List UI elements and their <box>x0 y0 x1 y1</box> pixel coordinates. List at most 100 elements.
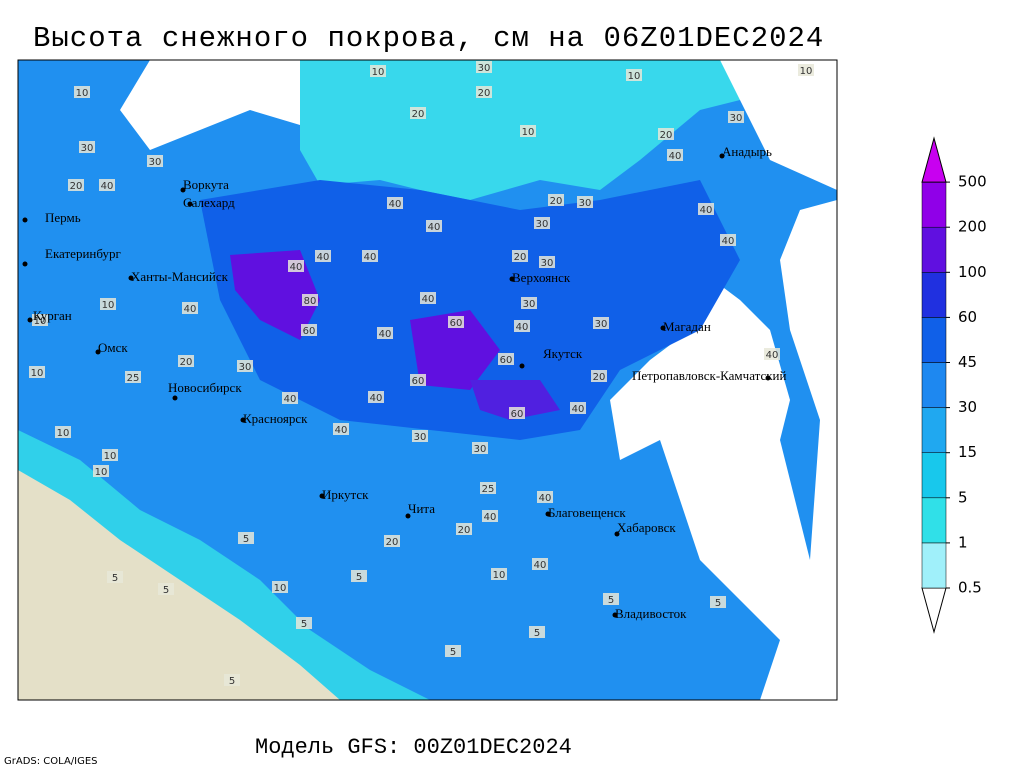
colorbar-label: 100 <box>958 263 987 281</box>
contour-label-box <box>282 392 298 404</box>
city-dot <box>519 363 525 369</box>
contour-label-box <box>529 626 545 638</box>
city-label: Красноярск <box>243 411 308 426</box>
city-dot <box>614 531 620 537</box>
contour-label-box <box>158 583 174 595</box>
contour-label-box <box>100 298 116 310</box>
city-label: Воркута <box>183 177 229 192</box>
contour-label: 30 <box>414 432 427 443</box>
contour-label-box <box>480 482 496 494</box>
contour-label-box <box>548 194 564 206</box>
contour-label-box <box>68 179 84 191</box>
contour-label-box <box>521 297 537 309</box>
colorbar-low <box>921 587 947 634</box>
contour-label: 25 <box>127 373 140 384</box>
contour-label: 5 <box>229 676 235 687</box>
city-label: Пермь <box>45 210 81 225</box>
contour-label: 30 <box>579 198 592 209</box>
colorbar-band <box>921 181 947 228</box>
contour-label: 5 <box>356 572 362 583</box>
colorbar-label: 200 <box>958 218 987 236</box>
colorbar-label: 1 <box>958 533 968 551</box>
contour-label: 20 <box>412 109 425 120</box>
contour-label: 5 <box>534 628 540 639</box>
ocean <box>610 200 837 700</box>
contour-label-box <box>55 426 71 438</box>
contour-label: 60 <box>450 318 463 329</box>
contour-label: 40 <box>534 560 547 571</box>
title: Высота снежного покрова, см на 06Z01DEC2… <box>33 22 824 55</box>
contour-label-box <box>570 402 586 414</box>
colorbar-label: 0.5 <box>958 579 982 597</box>
contour-label-box <box>351 570 367 582</box>
contour-label: 40 <box>290 262 303 273</box>
contour-label-box <box>387 197 403 209</box>
city-dot <box>128 275 134 281</box>
colorbar-band <box>921 452 947 499</box>
contour-label-box <box>426 220 442 232</box>
contour-label-box <box>603 593 619 605</box>
city-dot <box>22 261 28 267</box>
contour-label-box <box>482 510 498 522</box>
contour-label-box <box>224 674 240 686</box>
contour-label: 40 <box>484 512 497 523</box>
contour-label-box <box>658 128 674 140</box>
footer: Модель GFS: 00Z01DEC2024 <box>255 735 572 760</box>
city-dot <box>612 612 618 618</box>
contour-label-box <box>79 141 95 153</box>
contour-label-box <box>377 327 393 339</box>
contour-label-box <box>147 155 163 167</box>
credit: GrADS: COLA/IGES <box>4 756 98 767</box>
contour-label-box <box>315 250 331 262</box>
labels: 10 30 10 10 10 20 20 10 20 40 30 30 30 40 20 40 30 20 30 40… <box>22 61 814 687</box>
contour-label-box <box>476 61 492 73</box>
contour-label-box <box>498 353 514 365</box>
city-label: Ханты-Мансийск <box>131 269 229 284</box>
contour-label: 20 <box>550 196 563 207</box>
contour-label: 40 <box>284 394 297 405</box>
contour-label-box <box>456 523 472 535</box>
contour-label: 20 <box>593 372 606 383</box>
contour-label: 30 <box>523 299 536 310</box>
contour-label: 30 <box>474 444 487 455</box>
contour-label-box <box>514 320 530 332</box>
colorbar-label: 30 <box>958 398 977 416</box>
city-dot <box>180 187 186 193</box>
contour-label-box <box>74 86 90 98</box>
contour-label-box <box>537 491 553 503</box>
contour-label: 10 <box>274 583 287 594</box>
contour-label: 30 <box>149 157 162 168</box>
map-frame <box>17 59 838 701</box>
contour-label-box <box>512 250 528 262</box>
sea <box>720 60 837 190</box>
city-dot <box>319 493 325 499</box>
contour-label: 5 <box>301 619 307 630</box>
contour-label-box <box>302 294 318 306</box>
very-deep-snow <box>470 380 560 420</box>
contour-label: 40 <box>539 493 552 504</box>
contour-label: 30 <box>478 63 491 74</box>
city-label: Чита <box>408 501 435 516</box>
very-deep-snow <box>410 310 500 390</box>
contour-label-box <box>178 355 194 367</box>
contour-label-box <box>534 217 550 229</box>
contour-label-box <box>591 370 607 382</box>
contour-label: 10 <box>493 570 506 581</box>
city-dot <box>545 511 551 517</box>
contour-label: 30 <box>541 258 554 269</box>
colorbar-label: 45 <box>958 353 977 371</box>
contour-label: 10 <box>95 467 108 478</box>
contour-label: 60 <box>412 376 425 387</box>
sea <box>120 60 300 150</box>
contour-label: 5 <box>112 573 118 584</box>
contour-label: 40 <box>422 294 435 305</box>
city-dot <box>660 325 666 331</box>
contour-label-box <box>99 179 115 191</box>
contour-label: 30 <box>81 143 94 154</box>
city-label: Благовещенск <box>548 505 626 520</box>
city-label: Омск <box>98 340 128 355</box>
city-dot <box>187 201 193 207</box>
contour-label-box <box>410 374 426 386</box>
contour-label-box <box>472 442 488 454</box>
colorbar-band <box>921 362 947 408</box>
